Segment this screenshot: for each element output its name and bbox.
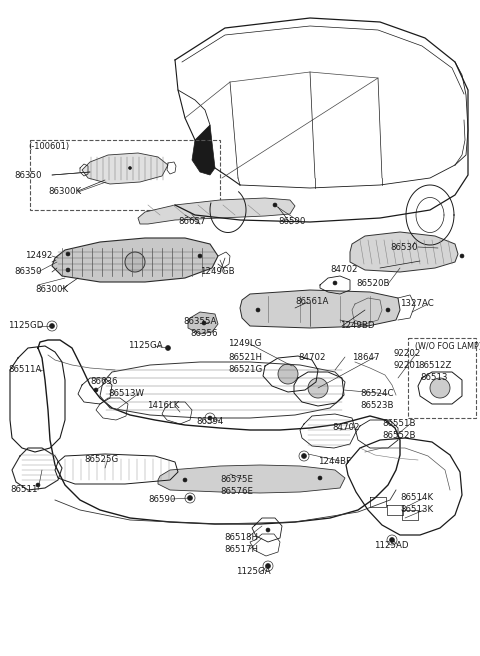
Text: 1244BF: 1244BF — [318, 457, 351, 466]
Text: 84702: 84702 — [332, 422, 360, 432]
Circle shape — [301, 453, 307, 459]
Circle shape — [49, 323, 55, 329]
Circle shape — [188, 495, 192, 501]
Circle shape — [273, 203, 277, 207]
Text: 86520B: 86520B — [356, 279, 389, 289]
Text: 1125GA: 1125GA — [128, 342, 163, 350]
Text: 86521G: 86521G — [228, 365, 262, 373]
Text: 86523B: 86523B — [360, 401, 394, 411]
Text: 86512Z: 86512Z — [418, 361, 451, 371]
Text: 86575E: 86575E — [220, 474, 253, 483]
Polygon shape — [158, 465, 345, 493]
Text: 86590: 86590 — [148, 495, 175, 504]
Circle shape — [460, 254, 464, 258]
Polygon shape — [138, 198, 295, 224]
Text: 86511A: 86511A — [8, 365, 41, 373]
Circle shape — [318, 476, 322, 480]
Circle shape — [266, 528, 270, 532]
Circle shape — [265, 564, 271, 569]
Circle shape — [386, 308, 390, 312]
Text: 86518H: 86518H — [224, 533, 258, 541]
Bar — [30, 140, 220, 210]
Text: 86530: 86530 — [390, 243, 418, 251]
Bar — [408, 338, 476, 418]
Text: 1125GA: 1125GA — [236, 567, 271, 577]
Text: 1249GB: 1249GB — [200, 268, 235, 276]
Text: 86513K: 86513K — [400, 506, 433, 514]
Text: 86657: 86657 — [178, 218, 205, 226]
Text: 86355A: 86355A — [183, 318, 216, 327]
Circle shape — [94, 388, 98, 392]
Circle shape — [430, 378, 450, 398]
Polygon shape — [52, 238, 218, 282]
Text: 86356: 86356 — [190, 329, 217, 338]
Text: 86590: 86590 — [278, 218, 305, 226]
Text: 86551B: 86551B — [382, 419, 416, 428]
Circle shape — [183, 478, 187, 482]
Text: 86525G: 86525G — [84, 455, 118, 464]
Text: 1327AC: 1327AC — [400, 300, 434, 308]
Circle shape — [278, 364, 298, 384]
Text: 84702: 84702 — [298, 352, 325, 361]
Text: 86513W: 86513W — [108, 390, 144, 398]
Polygon shape — [82, 153, 168, 184]
Polygon shape — [240, 290, 400, 328]
Text: 86300K: 86300K — [48, 188, 81, 197]
Text: 86636: 86636 — [90, 377, 118, 386]
Circle shape — [208, 416, 212, 420]
Text: 86552B: 86552B — [382, 432, 416, 440]
Text: 1249BD: 1249BD — [340, 321, 374, 331]
Circle shape — [125, 252, 145, 272]
Circle shape — [36, 483, 40, 487]
Circle shape — [308, 378, 328, 398]
Text: 86524C: 86524C — [360, 390, 394, 398]
Circle shape — [166, 346, 170, 350]
Circle shape — [66, 268, 70, 272]
Circle shape — [333, 281, 337, 285]
Text: 84702: 84702 — [330, 266, 358, 274]
Text: 86513: 86513 — [420, 373, 447, 382]
Text: 86511: 86511 — [10, 485, 37, 495]
Circle shape — [202, 321, 206, 325]
Text: 86514K: 86514K — [400, 493, 433, 502]
Polygon shape — [192, 125, 215, 175]
Circle shape — [389, 537, 395, 543]
Text: 86594: 86594 — [196, 417, 223, 426]
Text: 86350: 86350 — [14, 171, 41, 180]
Text: 86350: 86350 — [14, 268, 41, 276]
Polygon shape — [350, 232, 458, 272]
Text: 18647: 18647 — [352, 352, 380, 361]
Text: 1416LK: 1416LK — [147, 401, 180, 411]
Text: 86300K: 86300K — [35, 285, 68, 295]
Text: 86521H: 86521H — [228, 352, 262, 361]
Text: (-100601): (-100601) — [28, 142, 69, 152]
Text: 92201: 92201 — [394, 361, 421, 371]
Polygon shape — [188, 312, 218, 334]
Circle shape — [66, 252, 70, 256]
Text: 86561A: 86561A — [295, 298, 328, 306]
Text: 1125AD: 1125AD — [374, 541, 408, 550]
Text: 1249LG: 1249LG — [228, 340, 262, 348]
Text: 86576E: 86576E — [220, 487, 253, 495]
Text: 1125GD: 1125GD — [8, 321, 43, 329]
Circle shape — [256, 308, 260, 312]
Text: 12492: 12492 — [25, 251, 52, 260]
Circle shape — [198, 254, 202, 258]
Text: 86517H: 86517H — [224, 544, 258, 554]
Text: 92202: 92202 — [394, 350, 421, 358]
Text: (W/O FOG LAMP): (W/O FOG LAMP) — [415, 342, 480, 350]
Circle shape — [129, 167, 132, 169]
